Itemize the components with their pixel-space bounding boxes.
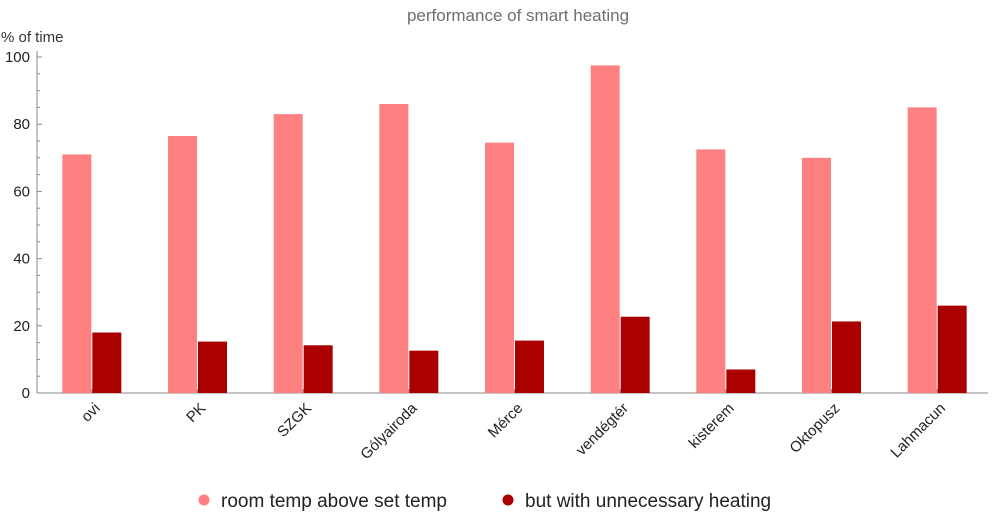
bar-unnecessary-heating: [832, 321, 861, 393]
legend-label: but with unnecessary heating: [525, 491, 771, 512]
bar-above-set-temp: [696, 149, 726, 393]
bar-unnecessary-heating: [726, 369, 756, 393]
bar-unnecessary-heating: [303, 345, 333, 393]
x-tick-label: ovi: [78, 400, 104, 426]
x-tick-label: SZGK: [274, 400, 315, 441]
x-tick-label: Oktopusz: [786, 400, 843, 457]
bar-unnecessary-heating: [515, 340, 544, 393]
x-tick-label: PK: [183, 400, 209, 426]
y-axis-label: % of time: [1, 29, 64, 46]
bar-unnecessary-heating: [409, 350, 439, 393]
bar-unnecessary-heating: [92, 332, 122, 393]
y-tick-label: 100: [5, 49, 30, 66]
legend-swatch: [198, 494, 210, 506]
bar-above-set-temp: [485, 142, 514, 393]
x-tick-label: Mérce: [485, 400, 526, 441]
y-tick-label: 20: [13, 318, 30, 335]
bar-unnecessary-heating: [937, 305, 967, 393]
legend-swatch: [502, 494, 514, 506]
bars: [62, 65, 967, 394]
bar-unnecessary-heating: [620, 316, 650, 393]
y-tick-label: 60: [13, 183, 30, 200]
bar-above-set-temp: [62, 154, 92, 393]
category-labels: ovi PK SZGK Gólyairoda Mérce vendégtér kistere…: [78, 399, 949, 463]
bar-above-set-temp: [590, 65, 620, 394]
y-axis: 0 20 40 60 80 100: [5, 49, 42, 402]
bar-unnecessary-heating: [198, 341, 227, 393]
bar-above-set-temp: [802, 157, 831, 393]
y-tick-label: 0: [22, 385, 30, 402]
x-tick-label: Lahmacun: [887, 400, 949, 462]
bar-above-set-temp: [273, 114, 303, 394]
chart-title: performance of smart heating: [407, 6, 629, 25]
x-tick-label: kisterem: [686, 400, 738, 452]
legend: room temp above set temp but with unneces…: [198, 491, 771, 512]
x-tick-label: Gólyairoda: [357, 399, 421, 463]
bar-above-set-temp: [907, 107, 937, 394]
legend-label: room temp above set temp: [221, 491, 447, 512]
x-tick-label: vendégtér: [573, 400, 632, 459]
y-tick-label: 40: [13, 251, 30, 268]
y-tick-label: 80: [13, 116, 30, 133]
bar-above-set-temp: [168, 135, 197, 393]
bar-above-set-temp: [379, 104, 409, 393]
